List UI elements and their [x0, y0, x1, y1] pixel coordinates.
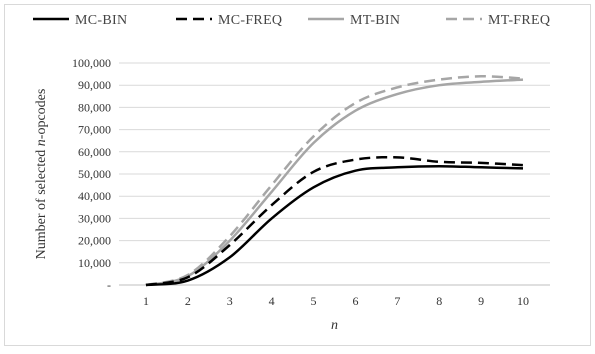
x-tick-labels: 1 2 3 4 5 6 7 8 9 10 [143, 294, 529, 308]
x-tick-label: 10 [517, 294, 529, 308]
gridlines [119, 62, 550, 264]
legend-item-mc-freq: MC-FREQ [176, 13, 282, 28]
y-tick-label: 60,000 [78, 145, 111, 159]
legend-item-mt-freq: MT-FREQ [446, 13, 550, 28]
legend-label: MT-BIN [350, 13, 400, 28]
y-tick-label: 100,000 [72, 56, 111, 70]
legend: MC-BIN MC-FREQ MT-BIN MT-FREQ [33, 13, 550, 28]
legend-label: MC-BIN [75, 13, 127, 28]
y-axis-title-part-3: -opcodes [34, 89, 49, 140]
x-tick-label: 4 [269, 294, 275, 308]
x-tick-label: 3 [227, 294, 233, 308]
series-line-mt-freq [145, 75, 524, 287]
legend-label: MT-FREQ [488, 13, 550, 28]
line-chart: - 10,000 20,000 30,000 40,000 50,000 60,000 70,… [33, 13, 550, 333]
x-tick-label: 5 [311, 294, 317, 308]
y-axis-title: Number of selected n-opcodes [34, 89, 49, 260]
y-tick-label: 70,000 [78, 123, 111, 137]
y-axis-title-part-2: n [34, 139, 49, 146]
y-tick-label: - [107, 278, 111, 292]
y-tick-label: 40,000 [78, 189, 111, 203]
x-tick-label: 6 [352, 294, 358, 308]
y-tick-label: 90,000 [78, 78, 111, 92]
y-axis-title-part-1: Number of selected [34, 146, 49, 259]
x-tick-label: 2 [185, 294, 191, 308]
series-line-mc-freq [145, 155, 524, 287]
legend-item-mt-bin: MT-BIN [308, 13, 400, 28]
chart-container: - 10,000 20,000 30,000 40,000 50,000 60,000 70,… [4, 4, 591, 346]
y-tick-label: 20,000 [78, 234, 111, 248]
y-tick-label: 10,000 [78, 256, 111, 270]
legend-item-mc-bin: MC-BIN [33, 13, 127, 28]
series-line-mc-bin [145, 164, 524, 287]
y-tick-label: 50,000 [78, 167, 111, 181]
x-axis-title: n [331, 318, 338, 333]
x-tick-label: 9 [478, 294, 484, 308]
x-tick-label: 8 [436, 294, 442, 308]
y-tick-label: 30,000 [78, 211, 111, 225]
legend-label: MC-FREQ [218, 13, 282, 28]
x-tick-label: 7 [394, 294, 400, 308]
x-tick-label: 1 [143, 294, 149, 308]
y-tick-labels: - 10,000 20,000 30,000 40,000 50,000 60,000 70,… [72, 56, 111, 292]
series-line-mt-bin [145, 78, 524, 287]
y-tick-label: 80,000 [78, 100, 111, 114]
series-lines [145, 75, 524, 287]
